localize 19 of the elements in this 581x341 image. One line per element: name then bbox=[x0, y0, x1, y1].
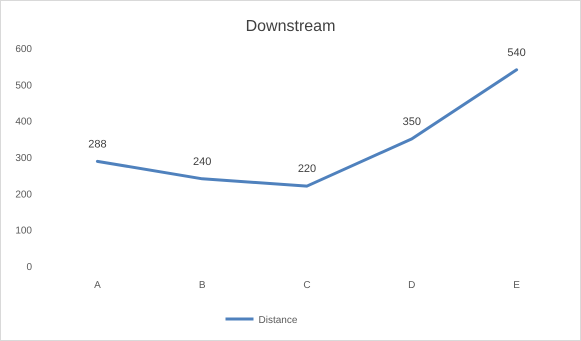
x-tick-label: D bbox=[408, 280, 416, 291]
y-tick-label: 400 bbox=[15, 116, 32, 128]
chart-title: Downstream bbox=[246, 18, 336, 35]
data-label: 350 bbox=[402, 116, 421, 128]
y-tick-label: 100 bbox=[15, 226, 32, 237]
y-tick-label: 600 bbox=[15, 44, 32, 55]
data-label: 220 bbox=[298, 163, 316, 176]
y-tick-label: 200 bbox=[15, 189, 32, 200]
y-tick-label: 500 bbox=[15, 80, 32, 92]
data-label: 288 bbox=[88, 138, 107, 150]
y-tick-label: 0 bbox=[26, 262, 32, 273]
x-tick-label: A bbox=[94, 280, 102, 291]
x-tick-label: E bbox=[513, 280, 520, 291]
data-label: 240 bbox=[193, 156, 212, 168]
x-tick-label: C bbox=[303, 280, 311, 291]
legend-label: Distance bbox=[258, 315, 298, 326]
y-tick-label: 300 bbox=[15, 153, 32, 164]
data-label: 540 bbox=[507, 46, 526, 59]
x-tick-label: B bbox=[198, 280, 206, 291]
